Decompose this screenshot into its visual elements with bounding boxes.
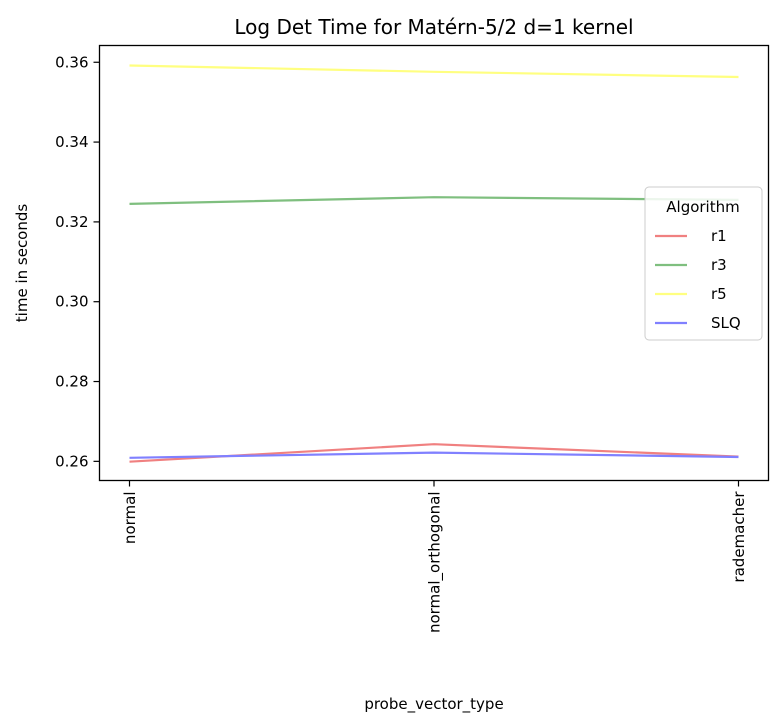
legend-entries: r1 r3 r5 SLQ bbox=[655, 227, 741, 332]
x-axis: normal normal_orthogonal rademacher bbox=[121, 480, 748, 634]
series-lines bbox=[129, 64, 739, 463]
legend-label-r5: r5 bbox=[711, 285, 727, 303]
x-tick-label: normal bbox=[121, 492, 139, 545]
y-tick-label: 0.36 bbox=[55, 53, 88, 71]
legend-label-slq: SLQ bbox=[711, 314, 741, 332]
y-axis-label: time in seconds bbox=[13, 204, 31, 323]
y-tick-label: 0.30 bbox=[55, 293, 88, 311]
y-axis: 0.26 0.28 0.30 0.32 0.34 0.36 bbox=[55, 53, 100, 470]
y-tick-label: 0.32 bbox=[55, 213, 88, 231]
x-tick-label: normal_orthogonal bbox=[426, 492, 445, 634]
y-tick-label: 0.26 bbox=[55, 452, 88, 470]
series-line-r5 bbox=[129, 64, 739, 79]
legend: Algorithm r1 r3 r5 SLQ bbox=[644, 186, 763, 341]
series-line-r3 bbox=[129, 196, 739, 205]
chart-title: Log Det Time for Matérn-5/2 d=1 kernel bbox=[234, 15, 633, 39]
legend-label-r3: r3 bbox=[711, 256, 727, 274]
series-line-slq bbox=[129, 451, 739, 459]
legend-title: Algorithm bbox=[666, 198, 739, 216]
legend-label-r1: r1 bbox=[711, 227, 727, 245]
legend-box bbox=[644, 186, 763, 341]
x-axis-label: probe_vector_type bbox=[364, 695, 503, 714]
x-tick-label: rademacher bbox=[730, 491, 748, 583]
y-tick-label: 0.34 bbox=[55, 133, 88, 151]
y-tick-label: 0.28 bbox=[55, 373, 88, 391]
